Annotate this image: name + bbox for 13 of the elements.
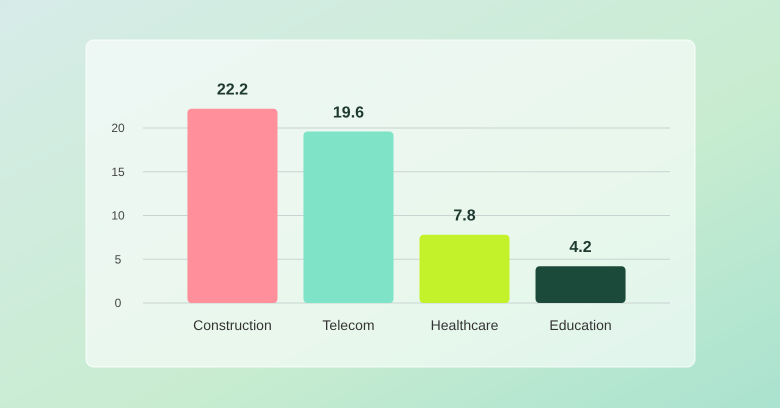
y-tick-label: 15 — [111, 164, 125, 179]
x-tick-label: Construction — [193, 317, 272, 333]
data-label: 22.2 — [216, 82, 248, 99]
y-tick-label: 0 — [114, 296, 122, 310]
data-label: 19.6 — [332, 104, 364, 122]
x-tick-label: Education — [549, 317, 612, 333]
x-tick-label: Telecom — [322, 317, 375, 333]
y-tick-label: 10 — [111, 208, 125, 223]
x-tick-label: Healthcare — [430, 317, 499, 333]
data-label: 4.2 — [569, 239, 592, 256]
y-tick-label: 5 — [114, 252, 122, 266]
data-label: 7.8 — [453, 208, 476, 225]
y-tick-label: 20 — [111, 121, 125, 136]
